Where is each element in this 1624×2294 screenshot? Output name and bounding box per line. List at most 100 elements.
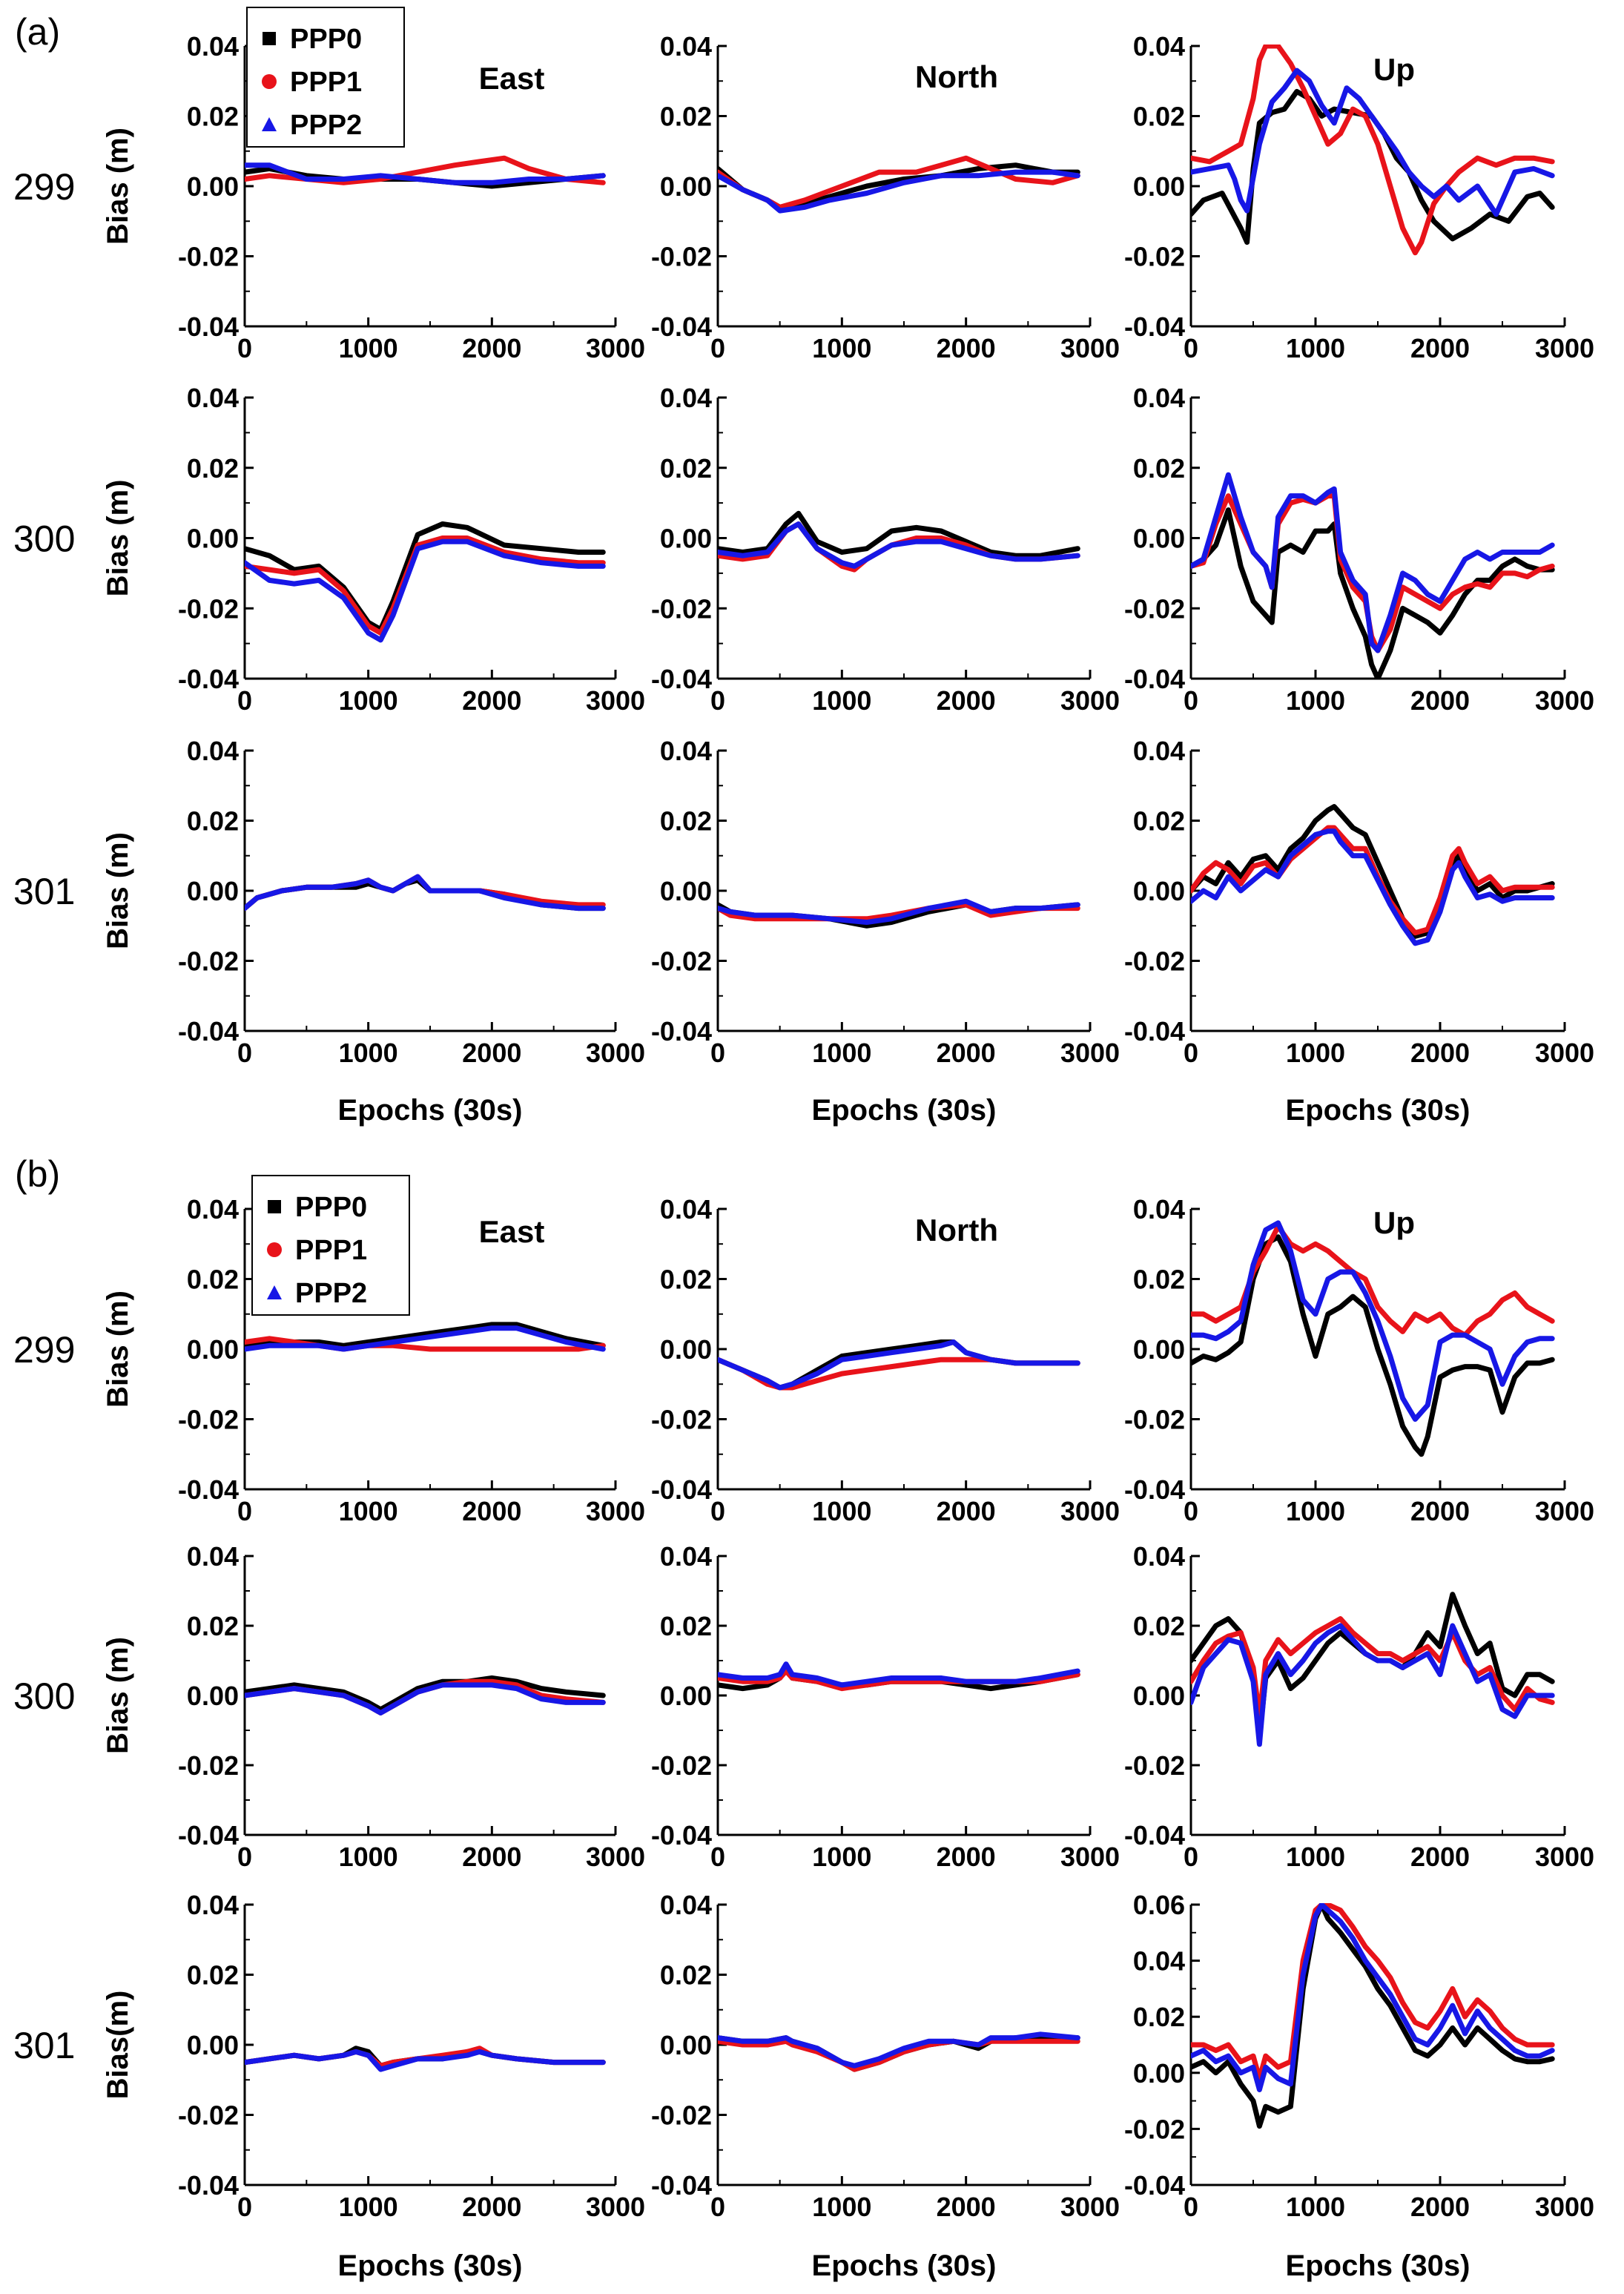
series-line-ppp1 xyxy=(245,1336,606,1352)
subplot-east: 0.04 0.02 0.00 -0.02 -0.040 1000 2000 3000 Bias(… xyxy=(102,1890,645,2282)
y-tick-label: 0.04 xyxy=(1133,1946,1185,1977)
y-tick-label: 0.02 xyxy=(660,1265,712,1295)
legend-marker-triangle xyxy=(267,1285,282,1299)
subplot-north: 0.04 0.02 0.00 -0.02 -0.040 1000 2000 3000 Epoch… xyxy=(651,1890,1120,2282)
x-tick-label: 0 xyxy=(1184,685,1198,716)
day-label: 301 xyxy=(13,2025,75,2066)
x-tick-label: 3000 xyxy=(1060,1496,1120,1526)
day-label: 301 xyxy=(13,871,75,912)
series-line-ppp2 xyxy=(1191,1220,1555,1422)
x-tick-label: 0 xyxy=(237,1842,252,1872)
y-tick-label: -0.04 xyxy=(651,664,712,694)
y-tick-label: 0.04 xyxy=(660,1890,712,1920)
x-tick-label: 0 xyxy=(1184,1038,1198,1068)
y-tick-label: 0.02 xyxy=(187,102,239,132)
subplot-up: 0.04 0.02 0.00 -0.02 -0.040 1000 2000 3000 xyxy=(1124,383,1594,716)
x-tick-label: 1000 xyxy=(1286,1496,1345,1526)
legend-marker-square xyxy=(263,32,276,45)
x-tick-label: 2000 xyxy=(937,685,996,716)
x-tick-label: 2000 xyxy=(462,333,521,363)
y-tick-label: -0.04 xyxy=(178,664,239,694)
y-tick-label: -0.02 xyxy=(651,593,712,624)
x-tick-label: 3000 xyxy=(1060,1038,1120,1068)
x-tick-label: 3000 xyxy=(1060,685,1120,716)
x-tick-label: 1000 xyxy=(1286,1842,1345,1872)
y-tick-label: 0.00 xyxy=(187,171,239,202)
y-tick-label: 0.02 xyxy=(187,453,239,484)
series-line-ppp2 xyxy=(245,2049,606,2072)
y-tick-label: 0.04 xyxy=(1133,1194,1185,1225)
y-tick-label: 0.00 xyxy=(660,524,712,554)
y-tick-label: -0.02 xyxy=(178,242,239,272)
y-tick-label: -0.04 xyxy=(1124,312,1185,342)
y-tick-label: 0.02 xyxy=(660,102,712,132)
y-tick-label: 0.04 xyxy=(187,31,239,62)
x-tick-label: 2000 xyxy=(937,1038,996,1068)
series-line-ppp2 xyxy=(245,874,606,912)
day-label: 299 xyxy=(13,166,75,208)
x-tick-label: 0 xyxy=(1184,2192,1198,2222)
series-line-ppp2 xyxy=(1191,472,1555,653)
y-tick-label: -0.04 xyxy=(1124,2170,1185,2201)
x-tick-label: 1000 xyxy=(339,2192,398,2222)
x-tick-label: 1000 xyxy=(1286,685,1345,716)
legend-label: PPP1 xyxy=(295,1235,367,1266)
x-tick-label: 3000 xyxy=(1535,333,1594,363)
y-tick-label: -0.04 xyxy=(1124,1474,1185,1505)
y-tick-label: -0.04 xyxy=(178,2170,239,2201)
x-tick-label: 2000 xyxy=(1410,1496,1470,1526)
y-tick-label: -0.04 xyxy=(178,1820,239,1850)
series-line-ppp2 xyxy=(1191,1903,1555,2092)
y-axis-label: Bias (m) xyxy=(102,1637,134,1754)
series-line-ppp2 xyxy=(1191,67,1555,217)
y-tick-label: 0.00 xyxy=(660,171,712,202)
x-tick-label: 2000 xyxy=(937,1842,996,1872)
y-tick-label: -0.02 xyxy=(1124,242,1185,272)
series-line-ppp1 xyxy=(1191,1903,1555,2081)
y-axis-label: Bias (m) xyxy=(102,128,134,245)
x-axis-label: Epochs (30s) xyxy=(812,1094,997,1127)
subplot-east: 0.04 0.02 0.00 -0.02 -0.040 1000 2000 3000 Bias … xyxy=(102,1541,645,1872)
x-tick-label: 1000 xyxy=(812,1496,871,1526)
x-tick-label: 1000 xyxy=(339,1842,398,1872)
subplot-east: 0.04 0.02 0.00 -0.02 -0.040 1000 2000 3000 Bias … xyxy=(102,736,645,1127)
y-tick-label: 0.00 xyxy=(660,1334,712,1365)
series-line-ppp0 xyxy=(1191,507,1555,679)
subplot-up: 0.06 0.04 0.02 0.00 -0.02 -0.040 1000 2000 3000 E… xyxy=(1124,1890,1594,2282)
y-tick-label: -0.04 xyxy=(178,1016,239,1047)
x-tick-label: 3000 xyxy=(1535,685,1594,716)
y-tick-label: -0.02 xyxy=(178,1405,239,1435)
legend-label: PPP2 xyxy=(295,1278,367,1309)
subplot-up: 0.04 0.02 0.00 -0.02 -0.040 1000 2000 3000 xyxy=(1124,1541,1594,1872)
series-line-ppp2 xyxy=(718,521,1080,569)
y-tick-label: -0.02 xyxy=(178,1750,239,1781)
y-tick-label: 0.04 xyxy=(187,1890,239,1920)
legend: PPP0 PPP1 PPP2 xyxy=(251,1175,410,1316)
y-tick-label: 0.04 xyxy=(1133,383,1185,413)
subplot-north: 0.04 0.02 0.00 -0.02 -0.040 1000 2000 3000 North xyxy=(651,31,1120,363)
y-tick-label: 0.04 xyxy=(1133,31,1185,62)
y-tick-label: -0.04 xyxy=(1124,1016,1185,1047)
y-tick-label: -0.04 xyxy=(651,1820,712,1850)
series-line-ppp2 xyxy=(718,2031,1080,2069)
y-tick-label: -0.02 xyxy=(1124,946,1185,977)
day-label: 299 xyxy=(13,1329,75,1371)
y-tick-label: -0.02 xyxy=(178,593,239,624)
y-axis-label: Bias (m) xyxy=(102,832,134,949)
y-tick-label: 0.02 xyxy=(187,1265,239,1295)
x-tick-label: 3000 xyxy=(1060,2192,1120,2222)
y-tick-label: 0.04 xyxy=(660,1194,712,1225)
y-tick-label: -0.02 xyxy=(1124,593,1185,624)
y-tick-label: 0.04 xyxy=(187,1194,239,1225)
y-tick-label: -0.02 xyxy=(651,1750,712,1781)
x-tick-label: 0 xyxy=(237,1496,252,1526)
x-tick-label: 1000 xyxy=(812,333,871,363)
series-line-ppp2 xyxy=(1191,1623,1555,1747)
series-line-ppp0 xyxy=(1191,1234,1555,1457)
y-tick-label: 0.02 xyxy=(1133,1265,1185,1295)
panel-label: (a) xyxy=(15,11,60,53)
y-tick-label: 0.02 xyxy=(187,1611,239,1641)
x-tick-label: 0 xyxy=(1184,1496,1198,1526)
subplot-north: 0.04 0.02 0.00 -0.02 -0.040 1000 2000 3000 xyxy=(651,383,1120,716)
